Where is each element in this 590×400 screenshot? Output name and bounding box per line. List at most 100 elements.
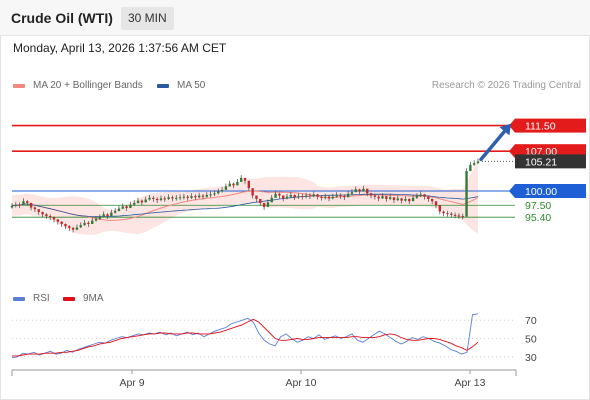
candle-body [163,198,166,200]
ma50-legend-label: MA 50 [177,80,206,91]
candle-body [404,198,407,201]
candle-body [392,197,396,201]
candle-body [430,198,434,202]
candle-body [71,227,75,230]
resistance-tag-pointer [509,144,515,159]
candle-body [140,200,144,203]
candle-body [381,196,384,199]
candle-body [282,195,285,199]
candle-body [476,161,480,164]
candle-body [68,226,71,228]
candle-body [190,196,193,198]
candle-body [186,196,189,198]
candle-body [427,196,430,199]
candle-body [125,206,128,209]
candle-body [278,193,281,196]
last-price-tag [515,154,586,169]
candle-body [213,193,216,195]
timestamp: Monday, April 13, 2026 1:37:56 AM CET [13,41,227,55]
candle-body [312,194,315,197]
candle-body [10,205,14,208]
candle-body [239,177,243,182]
candle-body [41,212,44,215]
candle-body [98,217,102,219]
candle-body [209,194,212,196]
candle-body [400,198,403,201]
candle-body [453,214,457,216]
x-tick-label: Apr 13 [455,377,486,389]
candle-body [293,194,296,198]
rsi-tick-label: 50 [525,334,537,346]
candle-body [228,183,231,187]
legend-9ma: 9MA [63,293,104,304]
candle-body [247,180,251,189]
candle-body [450,213,453,215]
interval-button[interactable]: 30 MIN [121,7,174,30]
candle-body [419,194,422,197]
candle-body [369,193,373,196]
candle-body [18,204,21,206]
ma20-legend-label: MA 20 + Bollinger Bands [33,80,143,91]
candle-body [117,208,121,211]
rsi-line [11,313,479,359]
legend-rsi: RSI [13,293,50,304]
candle-body [87,222,90,224]
candle-body [285,196,289,199]
candle-body [83,222,86,226]
candle-body [37,209,40,213]
candle-body [155,198,159,201]
x-tick-label: Apr 10 [286,377,317,389]
candle-body [408,198,411,202]
candle-body [29,202,33,208]
chart-header: Crude Oil (WTI) 30 MIN [0,0,590,36]
candle-body [461,216,464,218]
forecast-arrow-head [499,123,511,136]
candle-body [144,199,147,203]
candle-body [243,177,247,181]
resistance-tag [515,118,586,133]
candle-body [251,188,254,196]
candle-body [133,202,136,205]
candle-body [324,196,327,198]
candle-body [469,164,472,172]
candle-body [346,193,350,198]
candle-body [373,195,377,197]
candle-body [197,195,201,198]
candle-body [350,192,354,194]
candle-body [171,197,174,199]
candle-body [442,211,445,214]
candle-body [175,197,178,199]
candle-body [262,202,266,207]
candle-body [194,196,197,198]
candle-body [320,196,323,198]
candle-body [102,214,105,218]
rsi-9ma-line [12,318,479,357]
candle-body [354,189,357,193]
candle-body [22,201,25,206]
candle-body [339,194,342,197]
candle-body [438,205,441,212]
candle-body [415,196,419,198]
candle-body [472,163,476,165]
candle-body [110,212,113,217]
legend-ma50: MA 50 [157,80,205,91]
candle-body [343,196,346,198]
candle-body [259,198,262,203]
candle-body [232,183,235,186]
ma9-legend-label: 9MA [83,293,104,304]
candle-body [33,207,37,210]
candle-body [423,194,426,197]
candle-body [465,171,468,217]
candle-body [49,216,52,218]
forecast-arrow-shaft [479,127,508,162]
candle-body [220,189,224,192]
candle-body [205,194,208,197]
candle-body [178,197,182,199]
ma9-swatch [63,296,75,301]
candle-body [52,217,56,220]
candle-body [152,197,155,199]
ma20-swatch [13,83,25,88]
support-label: 95.40 [525,212,551,224]
candle-body [358,189,361,192]
last-price-label: 105.21 [525,156,557,168]
